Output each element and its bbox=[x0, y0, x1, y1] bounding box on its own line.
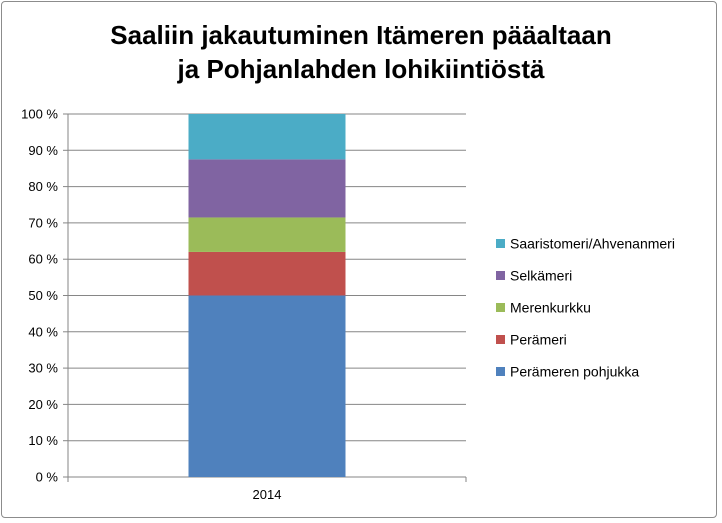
chart-title: Saaliin jakautuminen Itämeren pääaltaan … bbox=[0, 18, 722, 86]
y-tick-label-10: 10 % bbox=[28, 433, 58, 448]
legend-label-3: Perämeri bbox=[510, 332, 567, 348]
legend: Saaristomeri/Ahvenanmeri Selkämeri Merenku… bbox=[496, 236, 675, 380]
y-tick-label-60: 60 % bbox=[28, 252, 58, 267]
chart-title-line-2: ja Pohjanlahden lohikiintiöstä bbox=[177, 54, 545, 84]
y-tick-label-70: 70 % bbox=[28, 215, 58, 230]
bar-segment-0 bbox=[188, 295, 346, 477]
axes: 0 % 10 % 20 % 30 % 40 % 50 % 60 % 70 % 80 % 90 % 1… bbox=[21, 107, 467, 502]
y-tick-label-50: 50 % bbox=[28, 288, 58, 303]
legend-swatch-0 bbox=[496, 239, 505, 248]
legend-label-0: Saaristomeri/Ahvenanmeri bbox=[510, 236, 675, 252]
legend-label-2: Merenkurkku bbox=[510, 300, 591, 316]
legend-swatch-1 bbox=[496, 271, 505, 280]
y-tick-label-90: 90 % bbox=[28, 143, 58, 158]
y-tick-label-30: 30 % bbox=[28, 361, 58, 376]
legend-swatch-3 bbox=[496, 335, 505, 344]
legend-swatch-2 bbox=[496, 303, 505, 312]
y-tick-label-80: 80 % bbox=[28, 179, 58, 194]
bar-segment-3 bbox=[188, 159, 346, 218]
bars bbox=[188, 114, 346, 477]
legend-label-1: Selkämeri bbox=[510, 268, 572, 284]
legend-swatch-4 bbox=[496, 367, 505, 376]
chart-title-line-1: Saaliin jakautuminen Itämeren pääaltaan bbox=[110, 20, 612, 50]
y-tick-label-20: 20 % bbox=[28, 397, 58, 412]
bar-segment-4 bbox=[188, 114, 346, 160]
legend-label-4: Perämeren pohjukka bbox=[510, 364, 639, 380]
y-tick-label-100: 100 % bbox=[21, 107, 58, 122]
y-tick-label-0: 0 % bbox=[36, 470, 59, 485]
y-tick-label-40: 40 % bbox=[28, 324, 58, 339]
bar-segment-2 bbox=[188, 217, 346, 252]
x-tick-label-0: 2014 bbox=[253, 487, 282, 502]
bar-segment-1 bbox=[188, 251, 346, 296]
